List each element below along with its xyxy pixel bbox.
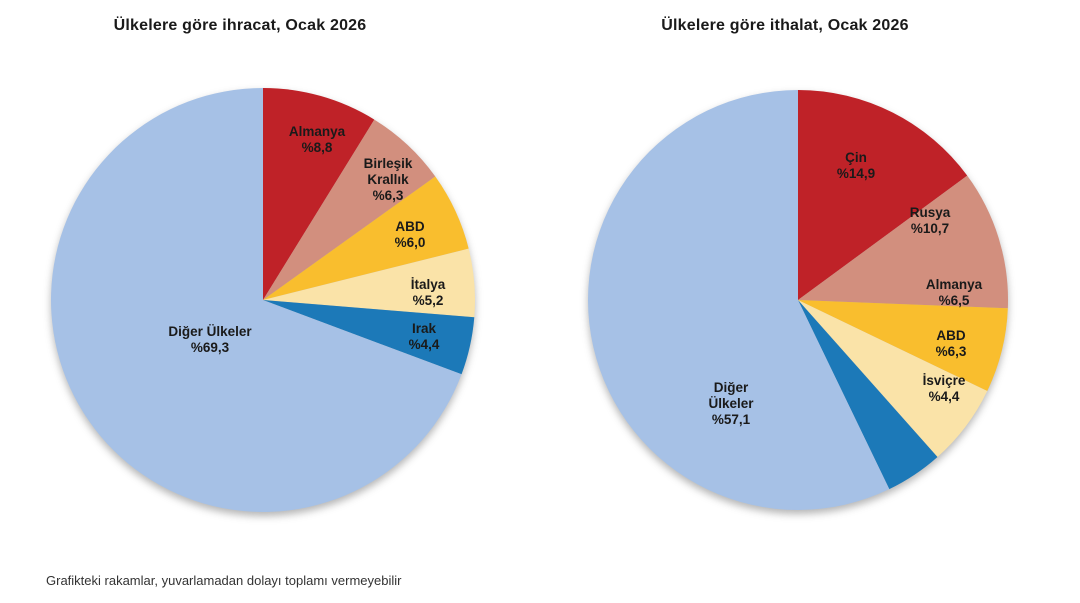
pie-slice-i̇talya <box>263 248 475 318</box>
pie-slice-almanya <box>798 300 1008 391</box>
pie-imports <box>588 90 1009 510</box>
pie-slice-irak <box>263 300 475 375</box>
pie-exports <box>51 88 475 512</box>
pie-slice-diğer-ülkeler <box>51 88 462 512</box>
pie-slice-abd <box>263 176 469 300</box>
pie-slice-abd <box>798 300 988 457</box>
pie-slice-diğer-ülkeler <box>588 90 890 510</box>
exports-chart-title: Ülkelere göre ihracat, Ocak 2026 <box>113 17 367 34</box>
pie-slice-çin <box>798 90 968 300</box>
rounding-footnote: Grafikteki rakamlar, yuvarlamadan dolayı… <box>46 573 402 588</box>
pie-slice-rusya <box>798 175 1009 309</box>
pie-slice-birleşik-krallık <box>263 119 436 300</box>
imports-chart-title: Ülkelere göre ithalat, Ocak 2026 <box>661 17 909 34</box>
pie-slice-i̇sviçre <box>798 300 938 490</box>
pie-slice-almanya <box>263 88 375 300</box>
